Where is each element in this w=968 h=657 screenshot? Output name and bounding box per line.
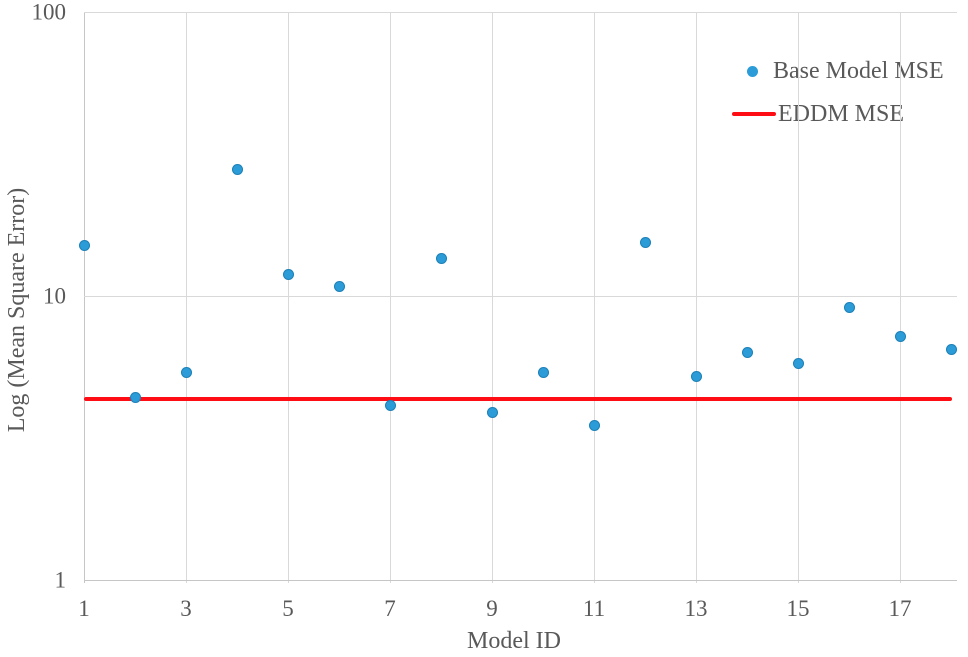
y-axis-title: Log (Mean Square Error) (4, 187, 30, 433)
legend-item-base-model: Base Model MSE (747, 59, 944, 83)
horizontal-gridline (84, 295, 957, 297)
vertical-gridline (389, 12, 391, 583)
data-point (231, 163, 243, 175)
data-point (384, 400, 396, 412)
x-axis-line (84, 579, 957, 581)
data-point (333, 281, 345, 292)
vertical-gridline (695, 12, 697, 583)
legend-line-icon (732, 112, 776, 116)
vertical-gridline (491, 12, 493, 583)
vertical-gridline (185, 12, 187, 583)
y-tick-label: 1 (54, 567, 67, 593)
y-tick-label: 100 (31, 0, 67, 25)
data-point (588, 419, 600, 431)
x-tick-label: 13 (684, 596, 708, 621)
data-point (945, 343, 957, 355)
y-tick-label: 10 (43, 283, 66, 309)
data-point (537, 366, 549, 378)
vertical-gridline (287, 12, 289, 583)
x-axis-title: Model ID (467, 628, 561, 654)
x-tick-label: 1 (78, 596, 90, 621)
data-point (129, 391, 141, 403)
data-point (639, 237, 651, 249)
data-point (843, 302, 855, 314)
data-point (792, 357, 804, 369)
vertical-gridline (797, 12, 799, 583)
data-point (690, 371, 702, 383)
horizontal-gridline (84, 11, 957, 13)
legend-item-eddm: EDDM MSE (732, 102, 904, 126)
vertical-gridline (899, 12, 901, 583)
x-tick-label: 11 (582, 596, 606, 621)
data-point (180, 366, 192, 378)
x-tick-label: 5 (282, 596, 294, 621)
vertical-gridline (593, 12, 595, 583)
data-point (486, 406, 498, 418)
data-point (282, 269, 294, 281)
data-point (435, 252, 447, 264)
eddm-mse-line (84, 396, 952, 401)
legend-dot-icon (747, 65, 758, 77)
data-point (894, 331, 906, 343)
y-axis-line (83, 12, 85, 583)
legend-label: Base Model MSE (773, 58, 944, 84)
x-tick-label: 17 (888, 596, 912, 621)
x-tick-label: 15 (786, 596, 810, 621)
x-tick-label: 9 (486, 596, 498, 621)
data-point (78, 239, 90, 251)
x-tick-label: 3 (180, 596, 192, 621)
x-tick-label: 7 (384, 596, 396, 621)
data-point (741, 347, 753, 359)
legend-label: EDDM MSE (778, 101, 905, 127)
